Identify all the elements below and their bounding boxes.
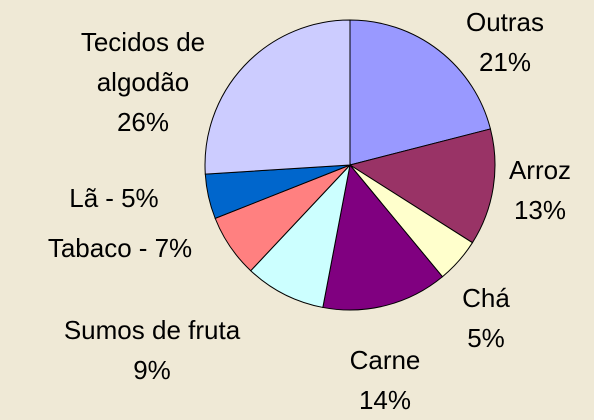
value-label: - 7% [138,233,193,263]
value-label: 9% [133,355,171,385]
category-label: Lã [69,183,99,213]
pie-slice [204,19,351,175]
slice-label: Lã - 5% [34,178,194,218]
pie-slice [322,163,444,311]
slice-label: Tecidos de algodão 26% [53,22,233,142]
slice-label: Sumos de fruta 9% [12,310,292,390]
slice-label: Arroz 13% [485,150,594,230]
slice-label: Carne 14% [330,340,440,420]
value-label: 14% [358,385,412,415]
category-label: Tabaco [47,233,132,263]
category-label: Tecidos de algodão [80,27,206,97]
pie-slice [348,128,496,244]
slice-label: Outras 21% [445,2,565,82]
pie-slice [349,19,492,166]
category-label: Outras [465,7,545,37]
category-label: Sumos de fruta [63,315,241,345]
value-label: - 5% [105,183,159,213]
category-label: Chá [462,283,510,313]
value-label: 13% [513,195,567,225]
slice-label: Tabaco - 7% [10,228,230,268]
pie-slice [250,163,351,309]
slice-label: Chá 5% [446,278,526,358]
value-label: 21% [478,47,532,77]
value-label: 26% [116,107,170,137]
category-label: Carne [349,345,421,375]
category-label: Arroz [508,155,572,185]
value-label: 5% [467,323,505,353]
